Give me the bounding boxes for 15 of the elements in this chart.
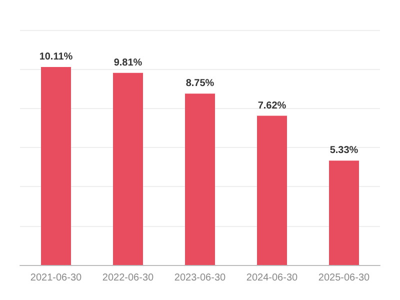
data-label: 5.33% (330, 145, 358, 156)
x-tick-label: 2024-06-30 (246, 272, 298, 284)
x-tick-label: 2023-06-30 (174, 272, 226, 284)
data-label: 9.81% (114, 57, 142, 68)
x-tick-label: 2022-06-30 (102, 272, 154, 284)
data-label: 8.75% (186, 78, 214, 90)
x-tick-label: 2025-06-30 (318, 272, 370, 284)
data-label: 10.11% (39, 52, 73, 63)
bar (113, 72, 143, 265)
bar (185, 94, 215, 265)
bar (257, 116, 287, 265)
bar (41, 67, 71, 265)
bar (329, 160, 359, 265)
data-label: 7.62% (258, 100, 286, 112)
x-tick-label: 2021-06-30 (30, 272, 82, 284)
